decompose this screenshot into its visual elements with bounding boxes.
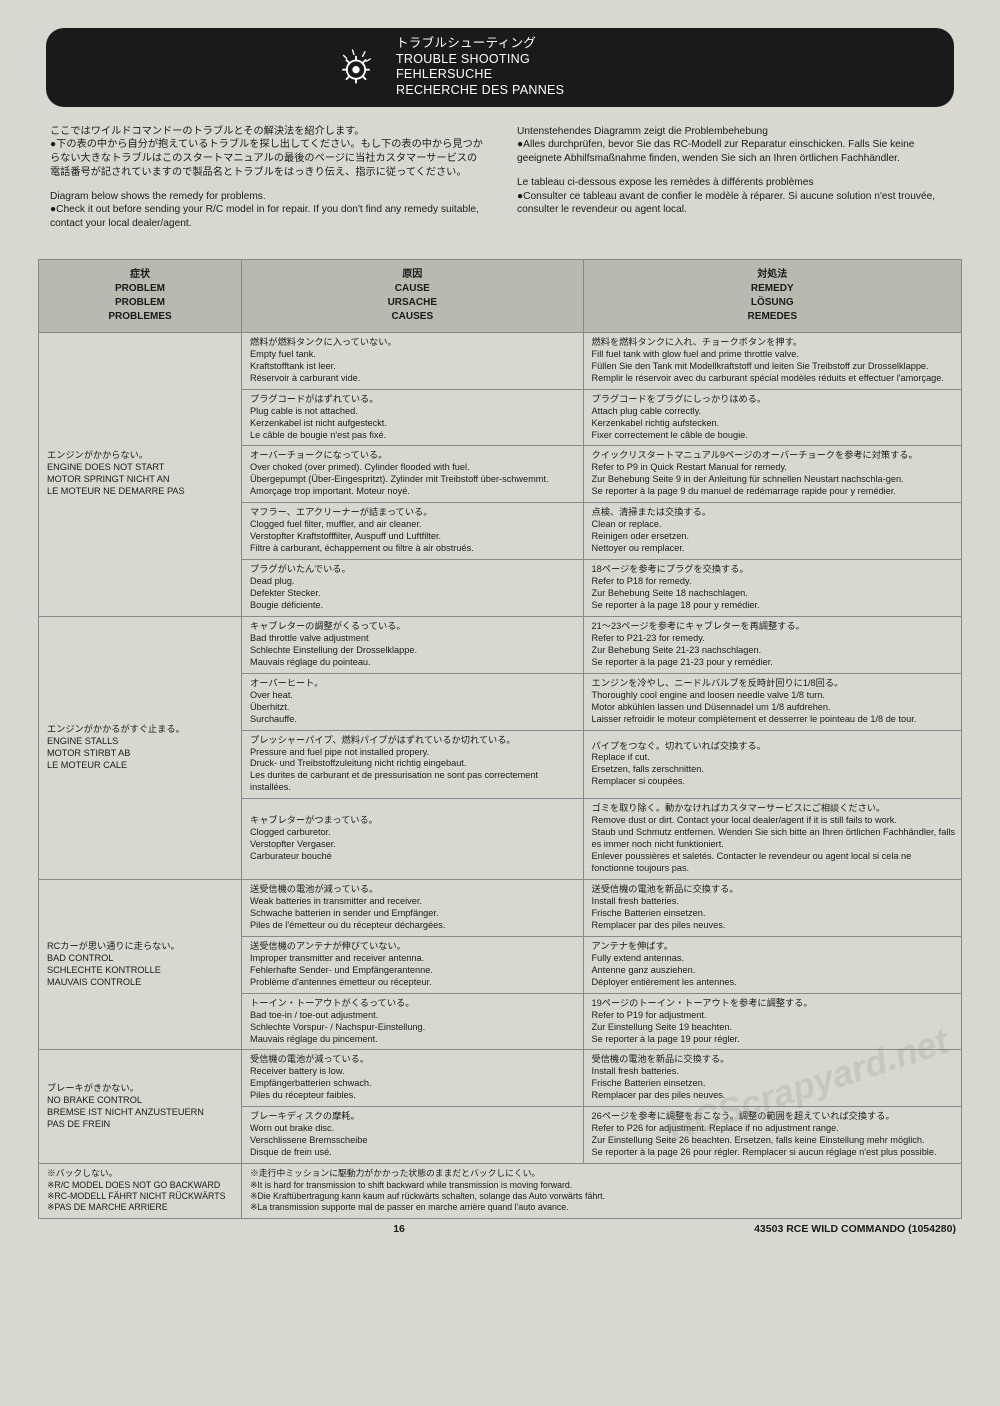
cell-cause: オーバーヒート。Over heat.Überhitzt.Surchauffe. [242, 673, 584, 730]
header-title-jp: トラブルシューティング [396, 36, 564, 52]
note-remedy: ※走行中ミッションに駆動力がかかった状態のままだとバックしにくい。※It is … [242, 1164, 962, 1219]
cell-cause: プラグコードがはずれている。Plug cable is not attached… [242, 389, 584, 446]
cell-remedy: パイプをつなぐ。切れていれば交換する。Replace if cut.Ersetz… [583, 730, 961, 799]
cell-cause: プレッシャーパイプ、燃料パイプがはずれているか切れている。Pressure an… [242, 730, 584, 799]
cell-remedy: プラグコードをプラグにしっかりはめる。Attach plug cable cor… [583, 389, 961, 446]
col-cause: 原因CAUSEURSACHECAUSES [242, 259, 584, 332]
cell-remedy: エンジンを冷やし、ニードルバルブを反時計回りに1/8回る。Thoroughly … [583, 673, 961, 730]
cell-cause: 送受信機のアンテナが伸びていない。Improper transmitter an… [242, 936, 584, 993]
col-remedy: 対処法REMEDYLÖSUNGREMEDES [583, 259, 961, 332]
cell-problem: RCカーが思い通りに走らない。BAD CONTROLSCHLECHTE KONT… [39, 880, 242, 1050]
table-row: ブレーキがきかない。NO BRAKE CONTROLBREMSE IST NIC… [39, 1050, 962, 1107]
header-title-en: TROUBLE SHOOTING [396, 52, 564, 68]
troubleshooting-table: 症状PROBLEMPROBLEMPROBLEMES 原因CAUSEURSACHE… [38, 259, 962, 1219]
cell-problem: エンジンがかからない。ENGINE DOES NOT STARTMOTOR SP… [39, 332, 242, 616]
cell-cause: オーバーチョークになっている。Over choked (over primed)… [242, 446, 584, 503]
footer-code: 43503 RCE WILD COMMANDO (1054280) [754, 1223, 956, 1235]
cell-remedy: 26ページを参考に調整をおこなう。調整の範囲を超えていれば交換する。Refer … [583, 1107, 961, 1164]
cell-problem: エンジンがかかるがすぐ止まる。ENGINE STALLSMOTOR STIRBT… [39, 616, 242, 879]
cell-cause: ブレーキディスクの摩耗。Worn out brake disc.Verschli… [242, 1107, 584, 1164]
cell-remedy: 送受信機の電池を新品に交換する。Install fresh batteries.… [583, 880, 961, 937]
table-row: エンジンがかかるがすぐ止まる。ENGINE STALLSMOTOR STIRBT… [39, 616, 962, 673]
page-number: 16 [393, 1223, 405, 1235]
section-header: トラブルシューティング TROUBLE SHOOTING FEHLERSUCHE… [46, 28, 954, 107]
header-title-fr: RECHERCHE DES PANNES [396, 83, 564, 99]
table-row: エンジンがかからない。ENGINE DOES NOT STARTMOTOR SP… [39, 332, 962, 389]
col-problem: 症状PROBLEMPROBLEMPROBLEMES [39, 259, 242, 332]
cell-remedy: 燃料を燃料タンクに入れ、チョークボタンを押す。Fill fuel tank wi… [583, 332, 961, 389]
cell-remedy: 21～23ページを参考にキャブレターを再調整する。Refer to P21-23… [583, 616, 961, 673]
intro-left-a: ここではワイルドコマンドーのトラブルとその解決法を紹介します。●下の表の中から自… [50, 125, 483, 180]
page-footer: 16 43503 RCE WILD COMMANDO (1054280) [38, 1223, 962, 1235]
intro-right-a: Untenstehendes Diagramm zeigt die Proble… [517, 125, 950, 166]
cell-problem: ブレーキがきかない。NO BRAKE CONTROLBREMSE IST NIC… [39, 1050, 242, 1164]
note-problem: ※バックしない。※R/C MODEL DOES NOT GO BACKWARD※… [39, 1164, 242, 1219]
cell-remedy: 18ページを参考にプラグを交換する。Refer to P18 for remed… [583, 560, 961, 617]
cell-remedy: 受信機の電池を新品に交換する。Install fresh batteries.F… [583, 1050, 961, 1107]
cell-remedy: アンテナを伸ばす。Fully extend antennas.Antenne g… [583, 936, 961, 993]
table-row: RCカーが思い通りに走らない。BAD CONTROLSCHLECHTE KONT… [39, 880, 962, 937]
intro-left-b: Diagram below shows the remedy for probl… [50, 190, 483, 231]
cell-cause: マフラー、エアクリーナーが詰まっている。Clogged fuel filter,… [242, 503, 584, 560]
cell-cause: 燃料が燃料タンクに入っていない。Empty fuel tank.Kraftsto… [242, 332, 584, 389]
cell-remedy: クイックリスタートマニュアル9ページのオーバーチョークを参考に対策する。Refe… [583, 446, 961, 503]
cell-cause: キャブレターがつまっている。Clogged carburetor.Verstop… [242, 799, 584, 880]
cell-cause: 送受信機の電池が減っている。Weak batteries in transmit… [242, 880, 584, 937]
intro-right-b: Le tableau ci-dessous expose les remèdes… [517, 176, 950, 217]
cell-cause: プラグがいたんでいる。Dead plug.Defekter Stecker.Bo… [242, 560, 584, 617]
table-row-note: ※バックしない。※R/C MODEL DOES NOT GO BACKWARD※… [39, 1164, 962, 1219]
cell-remedy: ゴミを取り除く。動かなければカスタマーサービスにご相談ください。Remove d… [583, 799, 961, 880]
cell-remedy: 19ページのトーイン・トーアウトを参考に調整する。Refer to P19 fo… [583, 993, 961, 1050]
cell-remedy: 点検、清掃または交換する。Clean or replace.Reinigen o… [583, 503, 961, 560]
gear-icon [334, 44, 378, 91]
intro-block: ここではワイルドコマンドーのトラブルとその解決法を紹介します。●下の表の中から自… [50, 125, 950, 241]
cell-cause: 受信機の電池が減っている。Receiver battery is low.Emp… [242, 1050, 584, 1107]
cell-cause: トーイン・トーアウトがくるっている。Bad toe-in / toe-out a… [242, 993, 584, 1050]
header-title-de: FEHLERSUCHE [396, 67, 564, 83]
cell-cause: キャブレターの調整がくるっている。Bad throttle valve adju… [242, 616, 584, 673]
